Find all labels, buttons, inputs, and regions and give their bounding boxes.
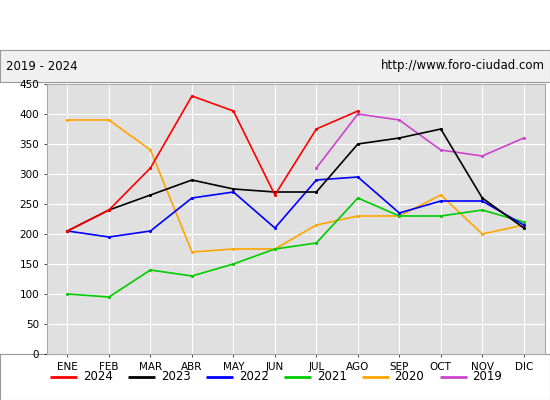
Text: 2023: 2023 [161, 370, 191, 384]
Text: 2019 - 2024: 2019 - 2024 [6, 60, 77, 72]
Text: 2020: 2020 [394, 370, 425, 384]
Text: http://www.foro-ciudad.com: http://www.foro-ciudad.com [381, 60, 544, 72]
Text: 2024: 2024 [83, 370, 113, 384]
Text: 2019: 2019 [472, 370, 502, 384]
Text: Evolucion Nº Turistas Extranjeros en el municipio de Archena: Evolucion Nº Turistas Extranjeros en el … [63, 18, 487, 32]
Text: 2021: 2021 [317, 370, 346, 384]
Text: 2022: 2022 [239, 370, 268, 384]
